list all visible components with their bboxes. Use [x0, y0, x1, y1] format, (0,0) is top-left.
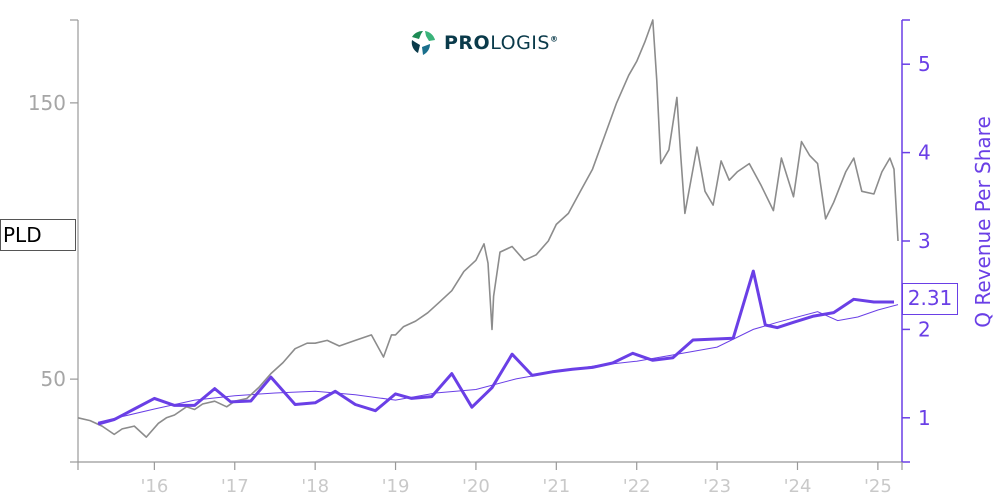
logo-text-regular: LOGIS — [490, 32, 550, 54]
prologis-logo: PROLOGIS® — [408, 28, 558, 58]
x-tick-label: '20 — [462, 476, 490, 497]
x-tick-label: '21 — [542, 476, 570, 497]
logo-wordmark: PROLOGIS® — [444, 32, 558, 54]
revenue-line-layer — [97, 269, 894, 426]
y-right-tick-label: 4 — [918, 141, 931, 165]
x-tick-label: '16 — [140, 476, 168, 497]
revenue-trend-line — [97, 304, 899, 423]
y-right-tick-label: 5 — [918, 52, 931, 76]
price-line-layer — [77, 19, 899, 438]
y-left-tick-label: 150 — [28, 91, 66, 115]
y-right-tick-label: 1 — [918, 406, 931, 430]
x-tick-label: '24 — [784, 476, 812, 497]
y-right-tick-label: 3 — [918, 229, 931, 253]
y-right-tick-label: 2 — [918, 317, 931, 341]
ticker-label: PLD — [0, 219, 76, 251]
x-tick-label: '25 — [864, 476, 892, 497]
last-value-label: 2.31 — [902, 283, 958, 315]
stock-price-line — [77, 19, 899, 438]
right-axis-label: Q Revenue Per Share — [971, 116, 995, 328]
trend-line-layer — [97, 304, 899, 423]
revenue-per-share-line — [97, 269, 894, 426]
logo-text-bold: PRO — [444, 32, 491, 54]
x-tick-label: '19 — [382, 476, 410, 497]
globe-logo-icon — [411, 30, 435, 55]
x-tick-label: '18 — [301, 476, 329, 497]
axes: 50 150 1 2 3 4 5 '16 '17 '18 '19 '20 '21 '22 '23 '24 '25 — [28, 19, 931, 497]
x-tick-label: '23 — [703, 476, 731, 497]
x-tick-label: '17 — [221, 476, 249, 497]
logo-registered: ® — [549, 34, 559, 44]
y-left-tick-label: 50 — [41, 367, 66, 391]
x-tick-label: '22 — [623, 476, 651, 497]
